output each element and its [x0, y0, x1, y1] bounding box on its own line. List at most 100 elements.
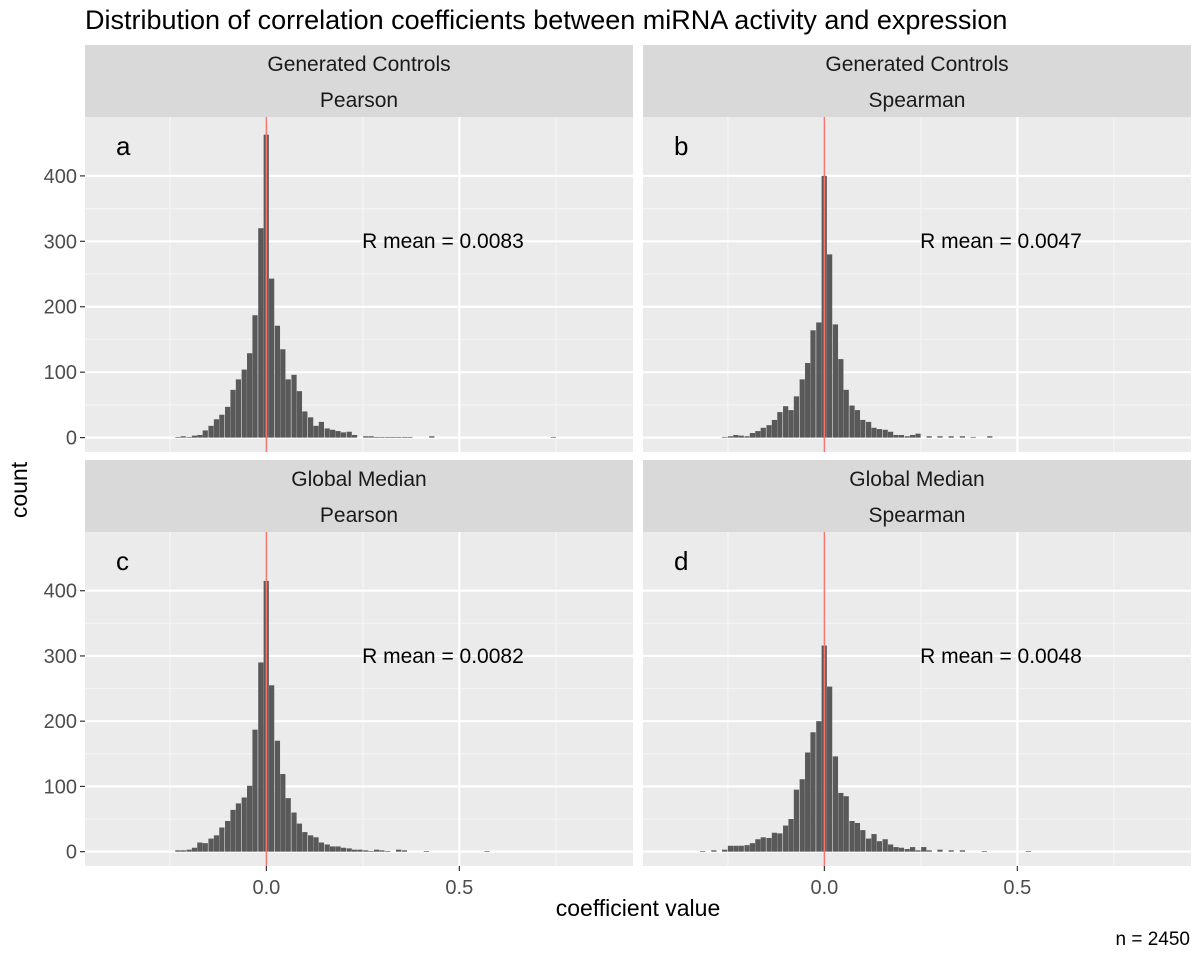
histogram-bar: [247, 785, 253, 852]
histogram-bar: [788, 819, 794, 852]
facet-panel: Generated Controls Spearman b R mean = 0.00…: [643, 45, 1191, 452]
histogram-bar: [230, 389, 236, 438]
histogram-bar: [771, 832, 778, 852]
y-tick-label: 400: [44, 581, 77, 603]
histogram-bar: [258, 228, 264, 438]
panel-background: [643, 117, 1191, 452]
histogram-bar: [838, 359, 844, 438]
x-tick-label: 0.0: [810, 877, 838, 899]
histogram-bar: [887, 844, 894, 852]
histogram-bar: [202, 430, 208, 438]
x-tick-label: 0.5: [1003, 877, 1031, 899]
histogram-bar: [373, 436, 380, 438]
histogram-bar: [401, 850, 407, 852]
histogram-bar: [208, 425, 214, 438]
histogram-bar: [357, 849, 363, 852]
histogram-bar: [909, 434, 916, 438]
histogram-bar: [766, 837, 772, 852]
histogram-bar: [838, 792, 844, 852]
histogram-bar: [777, 412, 783, 438]
facet-strip: [85, 45, 633, 117]
histogram-bar: [898, 434, 905, 438]
histogram-bar: [235, 803, 242, 852]
histogram-bar: [959, 850, 965, 852]
histogram-bar: [700, 850, 706, 852]
histogram-bar: [876, 429, 883, 438]
histogram-bar: [385, 850, 391, 852]
histogram-bar: [379, 436, 385, 438]
panel-background: [643, 532, 1191, 866]
panel-background: [85, 532, 633, 866]
histogram-bar: [871, 427, 877, 438]
histogram-bar: [915, 433, 921, 438]
histogram-bar: [744, 845, 750, 852]
histogram-bar: [722, 436, 728, 438]
histogram-bar: [180, 850, 186, 852]
histogram-bar: [308, 417, 314, 438]
histogram-bar: [760, 837, 766, 852]
histogram-bar: [208, 838, 214, 852]
histogram-bar: [175, 850, 181, 852]
histogram-bar: [225, 820, 231, 852]
strip-label-top: Generated Controls: [825, 53, 1008, 76]
histogram-bar: [318, 421, 325, 438]
histogram-bar: [313, 837, 319, 852]
caption: n = 2450: [1116, 929, 1191, 950]
histogram-bar: [186, 849, 192, 852]
panel-tag: b: [674, 131, 688, 161]
histogram-bar: [252, 729, 258, 852]
histogram-bar: [385, 436, 391, 438]
facet-panel: Global Median Spearman d R mean = 0.0048 0.0…: [643, 460, 1191, 899]
histogram-bar: [733, 845, 739, 852]
strip-label-bottom: Pearson: [320, 89, 398, 112]
histogram-bar: [313, 425, 319, 438]
histogram-bar: [186, 436, 192, 438]
strip-label-top: Global Median: [849, 468, 984, 491]
y-tick-label: 300: [44, 231, 77, 253]
histogram-bar: [247, 353, 253, 438]
panel-tag: a: [116, 131, 131, 161]
histogram-bar: [866, 838, 872, 852]
histogram-bar: [860, 830, 866, 852]
facet-strip: [643, 45, 1191, 117]
histogram-bar: [987, 436, 993, 438]
histogram-bar: [197, 434, 203, 438]
histogram-bar: [832, 756, 839, 852]
x-axis-label: coefficient value: [556, 895, 721, 921]
histogram-bar: [340, 432, 347, 438]
histogram-bar: [324, 844, 330, 852]
histogram-bar: [373, 849, 380, 852]
histogram-bar: [799, 779, 805, 852]
histogram-bar: [771, 419, 778, 438]
histogram-bar: [882, 839, 888, 852]
histogram-bar: [401, 436, 407, 438]
histogram-bar: [810, 330, 816, 438]
histogram-bar: [793, 396, 800, 438]
histogram-bar: [959, 436, 965, 438]
histogram-bar: [252, 315, 258, 438]
histogram-bar: [882, 429, 888, 438]
histogram-bar: [832, 324, 839, 438]
histogram-bar: [711, 850, 717, 852]
histogram-bar: [799, 379, 805, 438]
histogram-bar: [876, 841, 883, 852]
strip-label-bottom: Spearman: [869, 89, 966, 112]
histogram-bar: [970, 436, 976, 438]
histogram-bar: [230, 809, 236, 852]
histogram-bar: [805, 363, 811, 438]
histogram-bar: [302, 832, 308, 852]
mean-annotation: R mean = 0.0082: [362, 645, 524, 668]
histogram-bar: [335, 431, 341, 438]
histogram-bar: [274, 740, 281, 852]
histogram-bar: [749, 843, 756, 852]
histogram-bar: [274, 325, 281, 438]
histogram-bar: [484, 850, 490, 852]
facet-strip: [643, 460, 1191, 532]
histogram-bar: [291, 374, 297, 438]
histogram-bar: [269, 685, 275, 852]
chart-title: Distribution of correlation coefficients…: [85, 5, 1007, 35]
y-tick-label: 200: [44, 711, 77, 733]
histogram-bar: [351, 434, 358, 438]
histogram-bar: [241, 797, 247, 852]
histogram-bar: [395, 436, 402, 438]
